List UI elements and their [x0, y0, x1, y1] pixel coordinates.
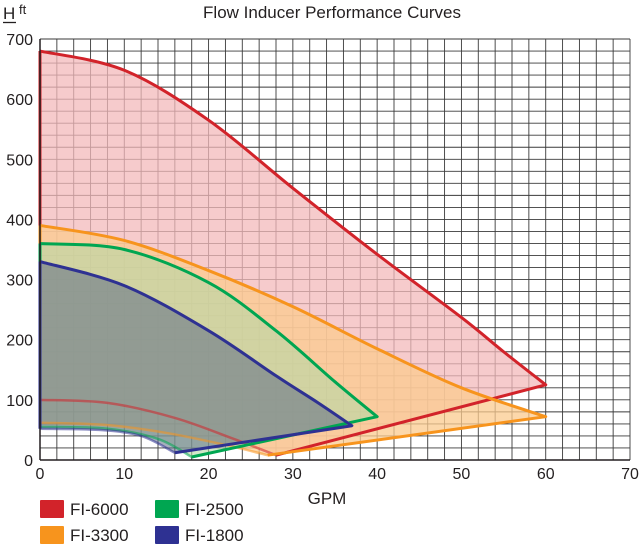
- x-axis-label: GPM: [308, 489, 347, 508]
- inner-curve-fi-2500: [39, 425, 193, 459]
- legend-swatch-fi-3300: [40, 526, 64, 544]
- y-tick-label: 300: [6, 273, 33, 290]
- legend-swatch-fi-2500: [155, 500, 179, 518]
- curve-fi-3300: [39, 223, 548, 457]
- series-areas: [38, 49, 548, 459]
- x-tick-label: 0: [36, 466, 45, 483]
- legend-label-fi-6000: FI-6000: [70, 500, 129, 519]
- y-tick-label: 600: [6, 92, 33, 109]
- curve-fi-1800: [39, 260, 354, 455]
- y-tick-label: 400: [6, 212, 33, 229]
- chart-title: Flow Inducer Performance Curves: [203, 3, 461, 22]
- legend-label-fi-3300: FI-3300: [70, 526, 129, 545]
- x-tick-label: 70: [621, 466, 639, 483]
- y-axis-unit: ft: [19, 2, 27, 17]
- x-tick-label: 30: [284, 466, 302, 483]
- curve-fi-6000: [39, 49, 548, 457]
- legend-swatch-fi-6000: [40, 500, 64, 518]
- x-tick-label: 50: [453, 466, 471, 483]
- legend-label-fi-1800: FI-1800: [185, 526, 244, 545]
- y-tick-label: 200: [6, 333, 33, 350]
- y-tick-label: 0: [24, 453, 33, 470]
- y-axis-label: H: [3, 4, 15, 23]
- legend-swatch-fi-1800: [155, 526, 179, 544]
- y-tick-label: 700: [6, 32, 33, 49]
- curve-fi-2500: [39, 241, 379, 459]
- inner-curve-fi-1800: [39, 427, 176, 454]
- legend: FI-6000 FI-3300 FI-2500 FI-1800: [40, 500, 244, 545]
- y-tick-label: 500: [6, 152, 33, 169]
- y-tick-label: 100: [6, 393, 33, 410]
- x-tick-label: 40: [368, 466, 386, 483]
- x-tick-label: 60: [537, 466, 555, 483]
- x-tick-label: 20: [200, 466, 218, 483]
- x-tick-label: 10: [115, 466, 133, 483]
- legend-label-fi-2500: FI-2500: [185, 500, 244, 519]
